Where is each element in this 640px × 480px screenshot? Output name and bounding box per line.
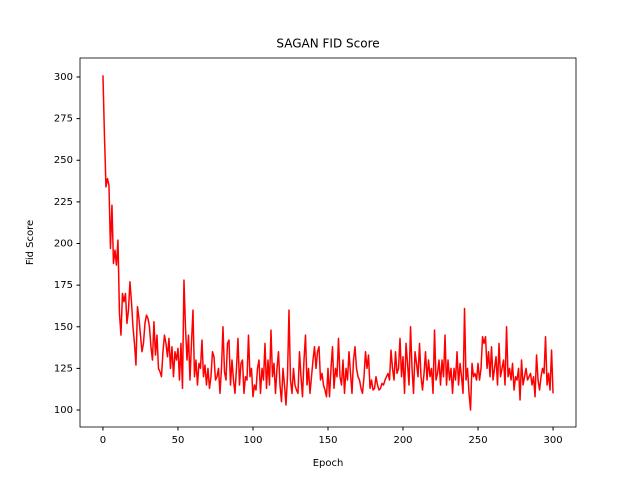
y-tick-label: 225	[54, 197, 73, 208]
plot-frame	[79, 57, 577, 428]
line-series	[102, 75, 554, 411]
y-tick-label: 275	[54, 114, 73, 125]
chart-title: SAGAN FID Score	[276, 37, 379, 51]
y-tick-label: 100	[54, 405, 73, 416]
y-tick-label: 250	[54, 155, 73, 166]
x-tick-label: 200	[393, 435, 412, 446]
y-tick-label: 150	[54, 322, 73, 333]
x-tick-label: 0	[100, 435, 106, 446]
x-tick-label: 300	[543, 435, 562, 446]
x-tick-label: 150	[318, 435, 337, 446]
x-tick-label: 100	[243, 435, 262, 446]
y-tick-label: 300	[54, 72, 73, 83]
y-tick-label: 125	[54, 363, 73, 374]
x-tick-label: 50	[172, 435, 185, 446]
y-axis-label: Fid Score	[25, 220, 36, 265]
x-tick-label: 250	[468, 435, 487, 446]
y-tick-label: 175	[54, 280, 73, 291]
y-tick-label: 200	[54, 238, 73, 249]
x-axis-label: Epoch	[313, 458, 344, 469]
